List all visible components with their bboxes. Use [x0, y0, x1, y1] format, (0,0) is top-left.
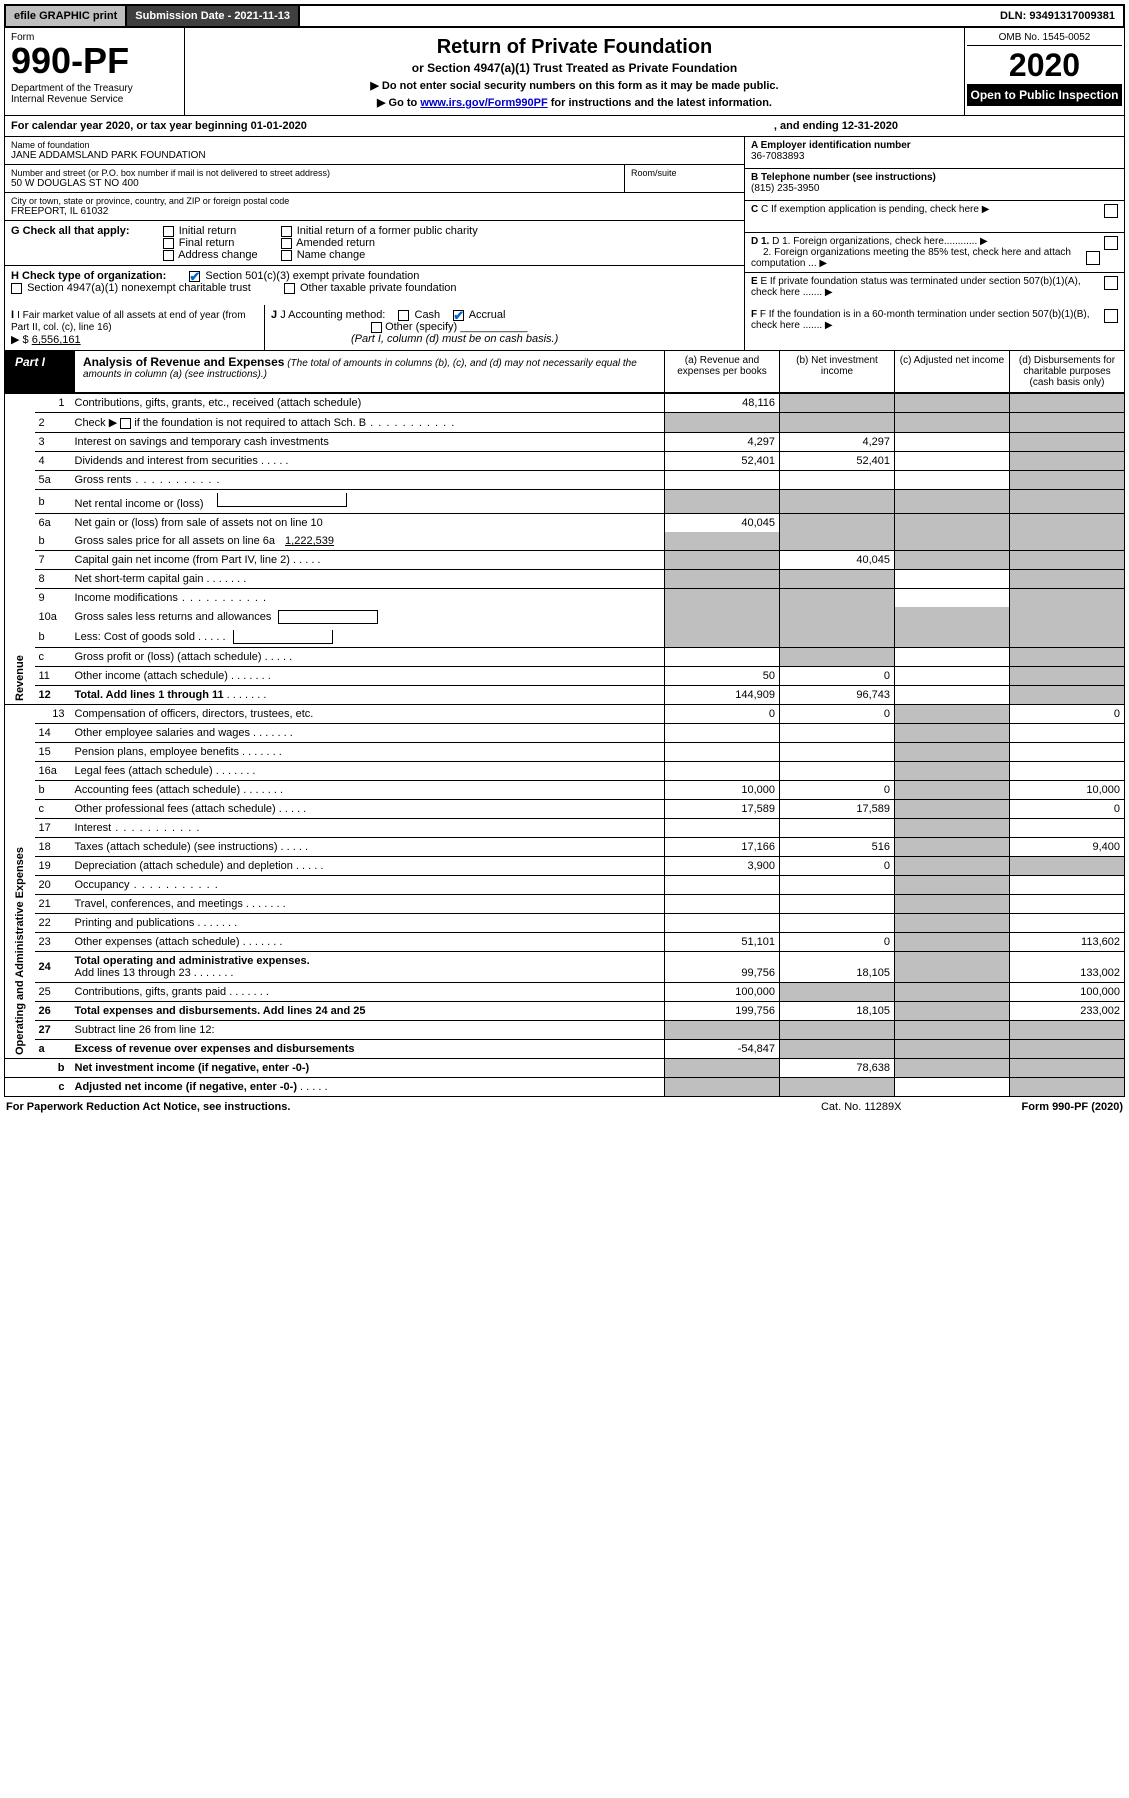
name-change-checkbox[interactable]	[281, 250, 292, 261]
part1-table: Revenue 1Contributions, gifts, grants, e…	[4, 393, 1125, 1097]
e-checkbox[interactable]	[1104, 276, 1118, 290]
address-change-checkbox[interactable]	[163, 250, 174, 261]
revenue-side-label: Revenue	[5, 394, 35, 705]
f-termination-cell: F F If the foundation is in a 60-month t…	[744, 305, 1124, 350]
g-check-row: G Check all that apply: Initial return F…	[5, 221, 744, 266]
department: Department of the Treasury Internal Reve…	[11, 83, 178, 105]
form-ref: Form 990-PF (2020)	[1022, 1101, 1124, 1113]
open-to-public: Open to Public Inspection	[967, 84, 1122, 106]
submission-date: Submission Date - 2021-11-13	[127, 6, 300, 26]
room-suite-cell: Room/suite	[624, 165, 744, 192]
filer-info: Name of foundation JANE ADDAMSLAND PARK …	[4, 137, 1125, 305]
final-return-checkbox[interactable]	[163, 238, 174, 249]
form-subtitle: or Section 4947(a)(1) Trust Treated as P…	[191, 61, 958, 75]
omb-number: OMB No. 1545-0052	[967, 30, 1122, 46]
efile-print-button[interactable]: efile GRAPHIC print	[6, 6, 127, 26]
part1-header: Part I Analysis of Revenue and Expenses …	[4, 351, 1125, 393]
form-title-block: Return of Private Foundation or Section …	[185, 28, 964, 115]
top-bar: efile GRAPHIC print Submission Date - 20…	[4, 4, 1125, 28]
cat-number: Cat. No. 11289X	[821, 1101, 902, 1113]
form-note2: ▶ Go to www.irs.gov/Form990PF for instru…	[191, 96, 958, 109]
c-checkbox[interactable]	[1104, 204, 1118, 218]
ij-row: I I Fair market value of all assets at e…	[4, 305, 1125, 351]
h-check-row: H Check type of organization: Section 50…	[5, 266, 744, 298]
col-b-header: (b) Net investment income	[779, 351, 894, 392]
col-d-header: (d) Disbursements for charitable purpose…	[1009, 351, 1124, 392]
col-a-header: (a) Revenue and expenses per books	[664, 351, 779, 392]
form-header: Form 990-PF Department of the Treasury I…	[4, 28, 1125, 116]
initial-return-checkbox[interactable]	[163, 226, 174, 237]
initial-former-checkbox[interactable]	[281, 226, 292, 237]
irs-link[interactable]: www.irs.gov/Form990PF	[420, 97, 547, 109]
part1-label: Part I	[5, 351, 75, 392]
city-cell: City or town, state or province, country…	[5, 193, 744, 221]
cal-begin: For calendar year 2020, or tax year begi…	[11, 120, 307, 132]
cash-checkbox[interactable]	[398, 310, 409, 321]
dln-number: DLN: 93491317009381	[992, 6, 1123, 26]
d-foreign-cell: D 1. D 1. Foreign organizations, check h…	[745, 233, 1124, 273]
e-terminated-cell: E E If private foundation status was ter…	[745, 273, 1124, 305]
schb-checkbox[interactable]	[120, 418, 131, 429]
other-method-checkbox[interactable]	[371, 322, 382, 333]
oae-side-label: Operating and Administrative Expenses	[5, 705, 35, 1059]
other-taxable-checkbox[interactable]	[284, 283, 295, 294]
form-note1: ▶ Do not enter social security numbers o…	[191, 79, 958, 92]
form-id-block: Form 990-PF Department of the Treasury I…	[5, 28, 185, 115]
d2-checkbox[interactable]	[1086, 251, 1100, 265]
form-number: 990-PF	[11, 43, 178, 79]
d1-checkbox[interactable]	[1104, 236, 1118, 250]
ein-cell: A Employer identification number 36-7083…	[745, 137, 1124, 169]
col-c-header: (c) Adjusted net income	[894, 351, 1009, 392]
part1-desc: Analysis of Revenue and Expenses (The to…	[75, 351, 664, 392]
cal-end: , and ending 12-31-2020	[774, 120, 898, 132]
address-cell: Number and street (or P.O. box number if…	[5, 165, 624, 192]
c-exemption-cell: C C If exemption application is pending,…	[745, 201, 1124, 233]
tax-year: 2020	[967, 46, 1122, 84]
foundation-name-cell: Name of foundation JANE ADDAMSLAND PARK …	[5, 137, 744, 165]
amended-return-checkbox[interactable]	[281, 238, 292, 249]
501c3-checkbox[interactable]	[189, 271, 200, 282]
form-title: Return of Private Foundation	[191, 36, 958, 59]
form-year-block: OMB No. 1545-0052 2020 Open to Public In…	[964, 28, 1124, 115]
fmv-value: 6,556,161	[32, 334, 81, 346]
f-checkbox[interactable]	[1104, 309, 1118, 323]
calendar-year-row: For calendar year 2020, or tax year begi…	[4, 116, 1125, 137]
accrual-checkbox[interactable]: ✔	[453, 310, 464, 321]
page-footer: For Paperwork Reduction Act Notice, see …	[4, 1097, 1125, 1117]
pra-notice: For Paperwork Reduction Act Notice, see …	[6, 1101, 290, 1113]
telephone-cell: B Telephone number (see instructions) (8…	[745, 169, 1124, 201]
4947a1-checkbox[interactable]	[11, 283, 22, 294]
